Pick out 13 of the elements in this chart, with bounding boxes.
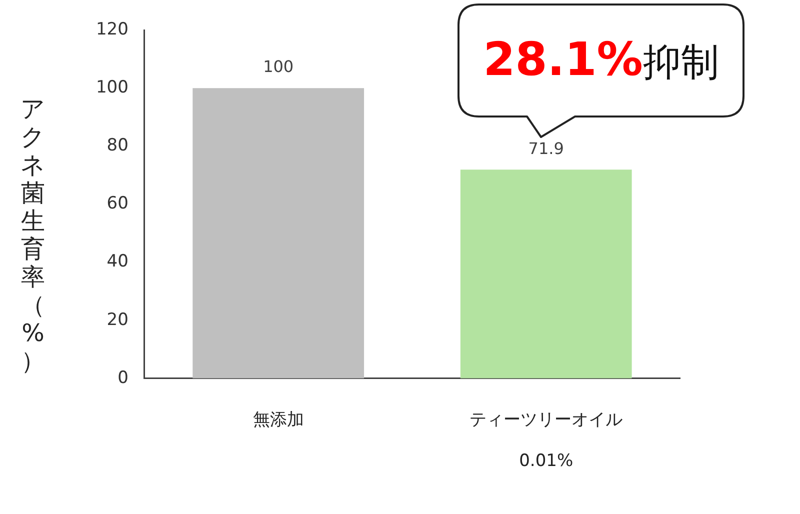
data-label: 71.9 [528,138,564,158]
y-tick-label: 100 [96,77,128,98]
y-tick-label: 60 [106,194,128,214]
annotation: 28.1%抑制 [483,32,719,86]
category-label: ティーツリーオイル 0.01% [470,410,623,472]
y-tick-label: 80 [106,136,128,156]
x-tick-label: 無添加 [252,410,304,430]
data-label: 100 [263,57,294,76]
y-tick-label: 20 [106,310,128,330]
y-tick-label: 0 [118,368,128,388]
text: アクネ菌生育率（%） [20,95,46,375]
y-tick-label: 40 [106,252,128,272]
y-tick-label: 120 [96,19,128,40]
